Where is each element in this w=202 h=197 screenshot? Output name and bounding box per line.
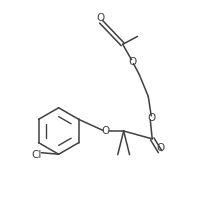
Text: O: O xyxy=(128,57,137,67)
Text: O: O xyxy=(102,126,110,136)
Text: Cl: Cl xyxy=(32,150,42,160)
Text: O: O xyxy=(147,113,155,123)
Text: O: O xyxy=(96,13,104,23)
Text: O: O xyxy=(156,143,164,153)
